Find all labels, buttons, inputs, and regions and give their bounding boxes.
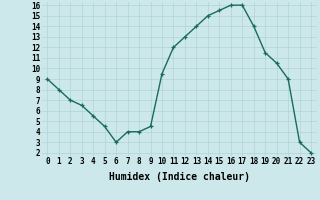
- X-axis label: Humidex (Indice chaleur): Humidex (Indice chaleur): [109, 172, 250, 182]
